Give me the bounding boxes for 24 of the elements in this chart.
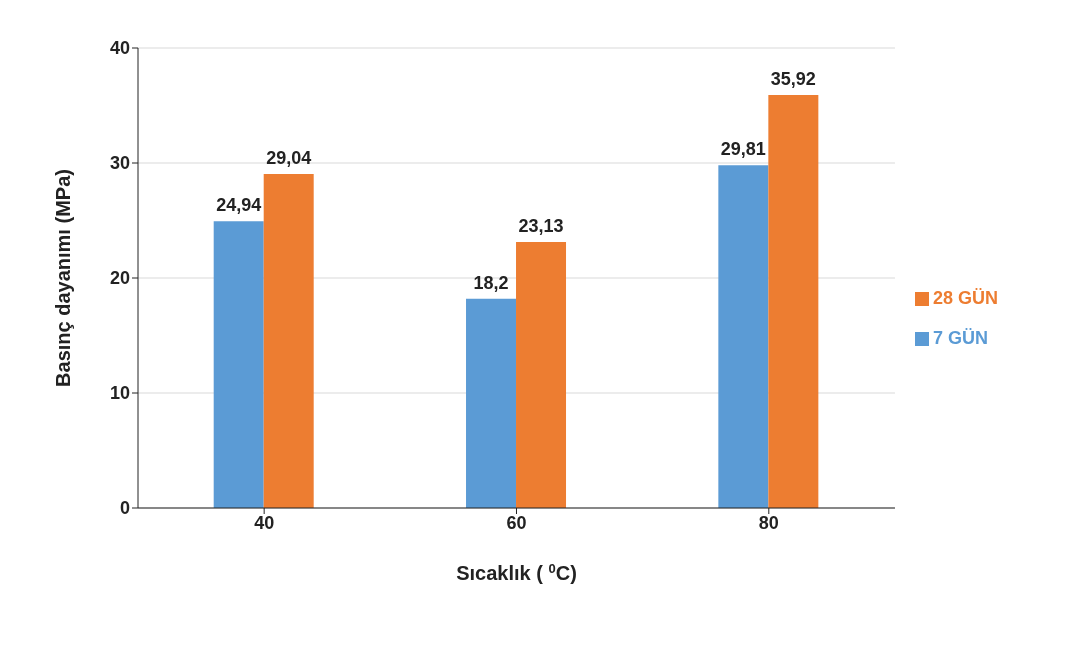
- x-tick-label: 80: [758, 512, 779, 533]
- y-tick-label: 40: [109, 38, 130, 59]
- y-tick-label: 30: [109, 153, 130, 174]
- legend-label: 7 GÜN: [932, 328, 988, 348]
- data-label: 35,92: [770, 68, 816, 89]
- bar: [718, 165, 769, 508]
- data-label: 29,04: [266, 148, 312, 169]
- x-tick-label: 40: [254, 512, 275, 533]
- bar: [466, 298, 517, 508]
- data-label: 18,2: [473, 272, 509, 293]
- data-label: 23,13: [518, 216, 564, 237]
- x-axis-title: Sıcaklık ( $^{0}$C): [456, 560, 577, 584]
- y-tick-label: 0: [119, 498, 130, 519]
- bar: [263, 174, 314, 508]
- y-axis-title: Basınç dayanımı (MPa): [52, 169, 74, 387]
- bar: [516, 242, 567, 508]
- data-label: 24,94: [216, 195, 262, 216]
- bar: [768, 94, 819, 508]
- y-tick-label: 20: [109, 268, 130, 289]
- data-label: 29,81: [720, 139, 766, 160]
- y-tick-label: 10: [109, 383, 130, 404]
- legend-label: 28 GÜN: [932, 288, 998, 308]
- x-tick-label: 60: [506, 512, 527, 533]
- bar: [213, 221, 264, 508]
